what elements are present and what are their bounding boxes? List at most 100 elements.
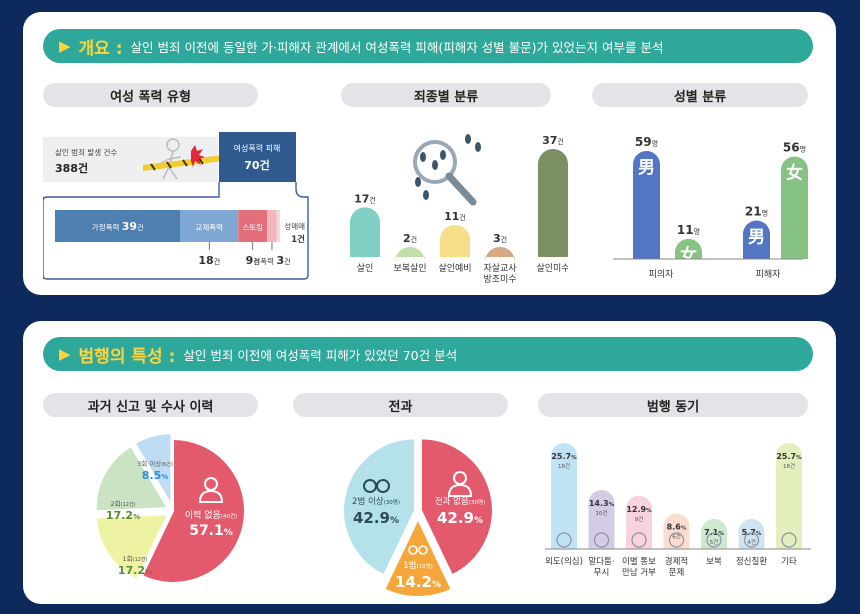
murder-label: 살인 범죄 발생 건수 — [55, 147, 117, 157]
crime-value-2: 11건 — [444, 210, 466, 223]
motive-count-1: 10건 — [595, 510, 607, 517]
victim-label: 여성폭력 피해 — [234, 143, 281, 153]
characteristics-panel: ▶ 범행의 특성 : 살인 범죄 이전에 여성폭력 피해가 있었던 70건 분석… — [23, 321, 836, 604]
motive-icon-1 — [593, 532, 610, 548]
bar-segment-4 — [276, 210, 280, 242]
bar-segment-0 — [55, 210, 181, 242]
bar-segment-3 — [267, 210, 277, 242]
footprint-2 — [440, 150, 446, 160]
person-icon — [198, 477, 224, 503]
below-label-0: 18건 — [198, 254, 220, 267]
history-slice-3 — [133, 432, 173, 509]
motive-bar-2 — [626, 495, 652, 549]
gender-bar-1-0 — [675, 238, 702, 259]
motive-category-3-0: 경제적 — [665, 556, 688, 567]
motive-bar-0 — [551, 443, 577, 549]
gender-glyph-1-0: 女 — [680, 245, 697, 266]
cuff-left — [408, 545, 418, 555]
cuff-right — [376, 479, 390, 493]
motive-bar-6 — [776, 443, 802, 549]
motive-count-3: 6건 — [672, 534, 681, 541]
motive-count-2: 9건 — [635, 516, 644, 523]
gender-category-0: 피의자 — [649, 269, 675, 280]
record-label-1: 1범(10명) — [403, 560, 433, 571]
history-pie-chart: 이력 없음(40건)57.1%1회(12건)17.2%2회(12건)17.2%3… — [94, 432, 246, 584]
history-value-0: 57.1% — [189, 523, 233, 539]
history-label-1: 1회(12건) — [123, 555, 148, 563]
motive-icon-2 — [631, 532, 647, 548]
history-slice-1 — [95, 513, 170, 581]
motive-value-5: 5.7% — [742, 528, 762, 537]
crime-value-4: 37건 — [542, 134, 564, 147]
group-frame — [43, 182, 309, 280]
below-label-1: 9건 — [246, 254, 260, 267]
history-slice-2 — [94, 444, 170, 513]
record-value-0: 42.9% — [437, 509, 483, 527]
record-slice-1 — [383, 516, 453, 596]
gender-value-0-0: 59명 — [635, 135, 658, 149]
pill-motive: 범행 동기 — [538, 393, 808, 417]
handcuffs-icon — [408, 545, 428, 555]
motive-bar-1 — [588, 490, 615, 549]
history-label-0: 이력 없음(40건) — [185, 509, 237, 521]
crime-category-3-1: 방조미수 — [483, 274, 516, 285]
motive-count-4: 5건 — [710, 539, 719, 546]
footprint-1 — [432, 160, 438, 170]
motive-icon-0 — [556, 532, 572, 548]
person-body — [447, 483, 473, 497]
crime-value-1: 2건 — [403, 232, 417, 245]
crime-value-3: 3건 — [493, 232, 507, 245]
person-body — [198, 489, 224, 503]
motive-value-3: 8.6% — [667, 523, 687, 532]
history-value-1: 17.2% — [118, 564, 152, 577]
gender-value-1-0: 11명 — [677, 223, 700, 237]
gender-glyph-1-1: 女 — [786, 162, 803, 183]
magnifier-icon — [413, 134, 481, 206]
crime-category-3-0: 자살교사 — [483, 263, 517, 274]
gender-glyph-0-1: 男 — [748, 228, 765, 248]
gender-value-1-1: 56명 — [783, 140, 806, 154]
motive-value-6: 25.7% — [776, 452, 802, 461]
record-slice-2 — [342, 437, 417, 577]
bar-label-2: 스토킹 — [242, 222, 263, 232]
history-label-3: 3회 이상(6건) — [137, 459, 173, 468]
prostitution-count: 1건 — [291, 234, 305, 245]
pill-crime-types: 죄종별 분류 — [341, 83, 551, 107]
violence-types-chart: 살인 범죄 발생 건수 388건 여성폭력 피해 70건 가정폭력 39건 교제폭… — [43, 132, 309, 280]
characteristics-banner: ▶ 범행의 특성 : 살인 범죄 이전에 여성폭력 피해가 있었던 70건 분석 — [43, 337, 813, 371]
history-label-2: 2회(12건) — [111, 500, 136, 508]
victim-count: 70건 — [244, 158, 269, 172]
record-slice-0 — [419, 437, 494, 577]
footprint-0 — [420, 152, 426, 162]
crime-value-0: 17건 — [354, 192, 376, 205]
triangle-icon: ▶ — [59, 345, 71, 363]
crime-category-0-0: 살인 — [357, 263, 374, 274]
footprint-3 — [415, 177, 421, 187]
bar-segment-1 — [180, 210, 239, 242]
motive-value-1: 14.3% — [589, 499, 615, 508]
record-value-2: 42.9% — [353, 509, 399, 527]
triangle-icon: ▶ — [59, 37, 71, 55]
crime-category-4-0: 살인미수 — [536, 263, 568, 274]
overview-banner: ▶ 개요 : 살인 범죄 이전에 동일한 가·피해자 관계에서 여성폭력 피해(… — [43, 29, 813, 63]
gender-bar-0-0 — [633, 151, 660, 259]
motive-category-6-0: 기타 — [781, 557, 797, 567]
victim-box — [219, 132, 296, 182]
magnifier-handle — [445, 172, 477, 206]
pill-violence-types: 여성 폭력 유형 — [43, 83, 258, 107]
motive-category-2-0: 이별 통보 — [622, 556, 656, 567]
record-value-1: 14.2% — [395, 573, 441, 591]
record-label-2: 2범 이상(30명) — [352, 496, 400, 507]
motive-icon-5 — [743, 532, 760, 548]
motive-icon-3 — [668, 532, 685, 548]
motive-value-2: 12.9% — [626, 505, 652, 514]
footprint-6 — [475, 142, 481, 152]
characteristics-desc: 살인 범죄 이전에 여성폭력 피해가 있었던 70건 분석 — [183, 347, 458, 363]
motive-category-1-0: 말다툼· — [588, 556, 614, 567]
bar-segment-2 — [238, 210, 268, 242]
history-slice-0 — [140, 437, 246, 584]
